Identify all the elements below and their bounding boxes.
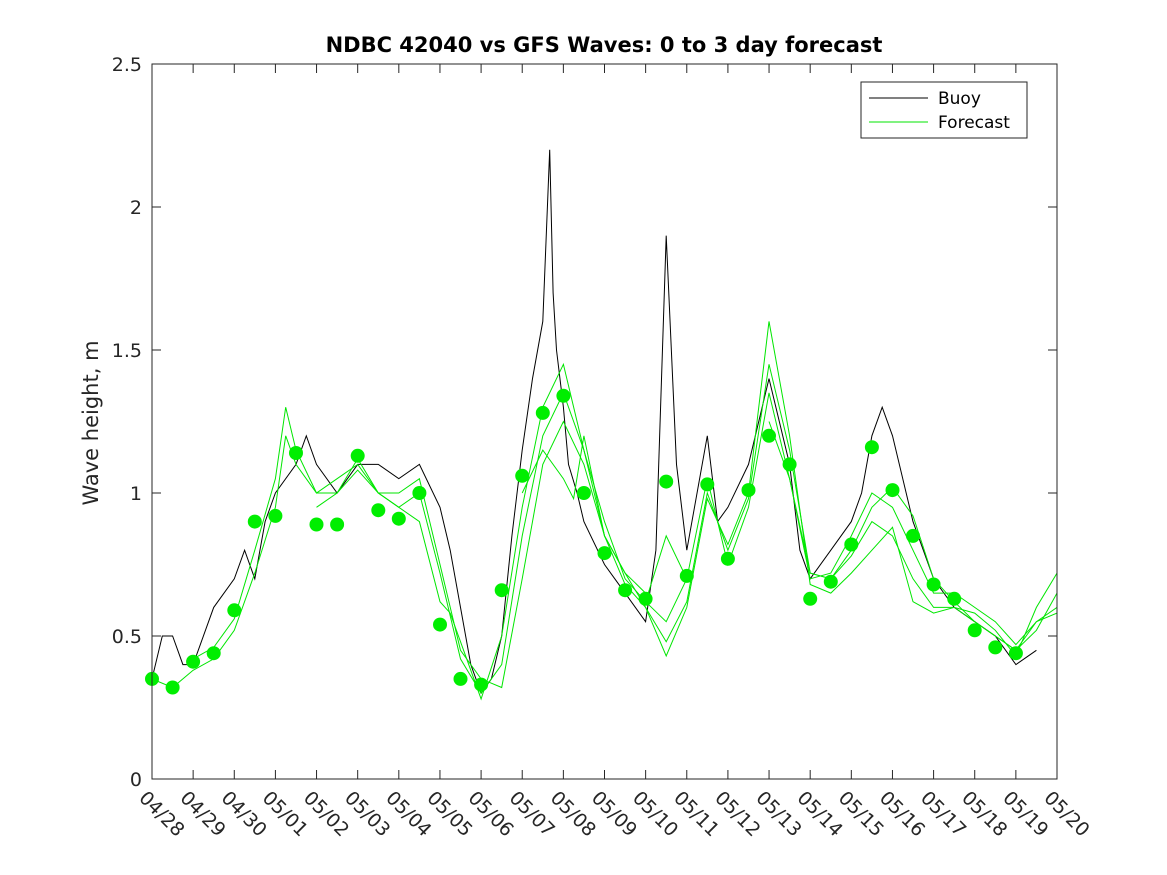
forecast-marker xyxy=(700,477,715,492)
forecast-marker xyxy=(741,483,756,498)
forecast-marker xyxy=(474,677,489,692)
y-tick-label: 1.5 xyxy=(112,340,142,362)
forecast-marker xyxy=(1008,646,1023,661)
forecast-marker xyxy=(967,623,982,638)
chart-title: NDBC 42040 vs GFS Waves: 0 to 3 day fore… xyxy=(326,33,883,57)
forecast-marker xyxy=(864,440,879,455)
forecast-marker xyxy=(988,640,1003,655)
forecast-marker xyxy=(679,568,694,583)
forecast-marker xyxy=(268,508,283,523)
legend-buoy-label: Buoy xyxy=(938,89,981,109)
forecast-line-2 xyxy=(192,391,688,695)
forecast-marker xyxy=(885,483,900,498)
forecast-marker xyxy=(720,551,735,566)
forecast-marker xyxy=(494,583,509,598)
forecast-marker xyxy=(782,457,797,472)
forecast-marker xyxy=(186,654,201,669)
forecast-marker xyxy=(165,680,180,695)
forecast-marker xyxy=(412,486,427,500)
forecast-marker xyxy=(576,486,591,500)
forecast-marker xyxy=(906,528,920,543)
forecast-marker xyxy=(206,646,221,661)
forecast-line-4 xyxy=(521,321,1057,658)
legend-box xyxy=(860,81,1028,139)
forecast-marker xyxy=(947,591,962,606)
forecast-marker xyxy=(659,474,674,489)
y-tick-label: 0 xyxy=(130,769,142,791)
forecast-marker xyxy=(803,591,818,606)
y-axis-label: Wave height, m xyxy=(79,340,103,505)
forecast-line-3 xyxy=(316,362,1057,701)
legend-forecast-label: Forecast xyxy=(938,113,1010,133)
forecast-marker xyxy=(618,583,633,598)
forecast-marker xyxy=(391,511,406,526)
forecast-marker xyxy=(330,517,345,532)
forecast-marker xyxy=(535,405,550,420)
forecast-marker xyxy=(371,503,386,518)
forecast-line-1 xyxy=(152,420,646,689)
forecast-marker xyxy=(227,603,242,618)
y-tick-label: 2.5 xyxy=(112,54,142,76)
forecast-marker xyxy=(247,514,262,529)
forecast-marker xyxy=(844,537,859,552)
forecast-marker xyxy=(289,446,303,460)
y-tick-label: 1 xyxy=(130,483,142,505)
forecast-series-group xyxy=(152,321,1057,701)
forecast-marker xyxy=(350,448,365,463)
forecast-marker xyxy=(556,388,571,403)
forecast-marker xyxy=(433,617,447,632)
forecast-marker xyxy=(926,577,941,592)
forecast-marker xyxy=(823,574,838,589)
y-tick-label: 0.5 xyxy=(112,626,142,648)
forecast-marker xyxy=(309,517,324,532)
y-tick-label: 2 xyxy=(130,197,142,219)
forecast-line-6 xyxy=(768,421,1057,651)
forecast-marker xyxy=(638,591,653,606)
forecast-marker xyxy=(515,468,530,483)
legend: Buoy Forecast xyxy=(860,81,1028,139)
forecast-marker xyxy=(597,546,612,561)
forecast-marker xyxy=(453,671,468,686)
forecast-marker xyxy=(762,428,776,443)
forecast-markers xyxy=(145,388,1023,695)
forecast-line-5 xyxy=(645,392,1057,646)
axes-box xyxy=(151,63,1058,780)
